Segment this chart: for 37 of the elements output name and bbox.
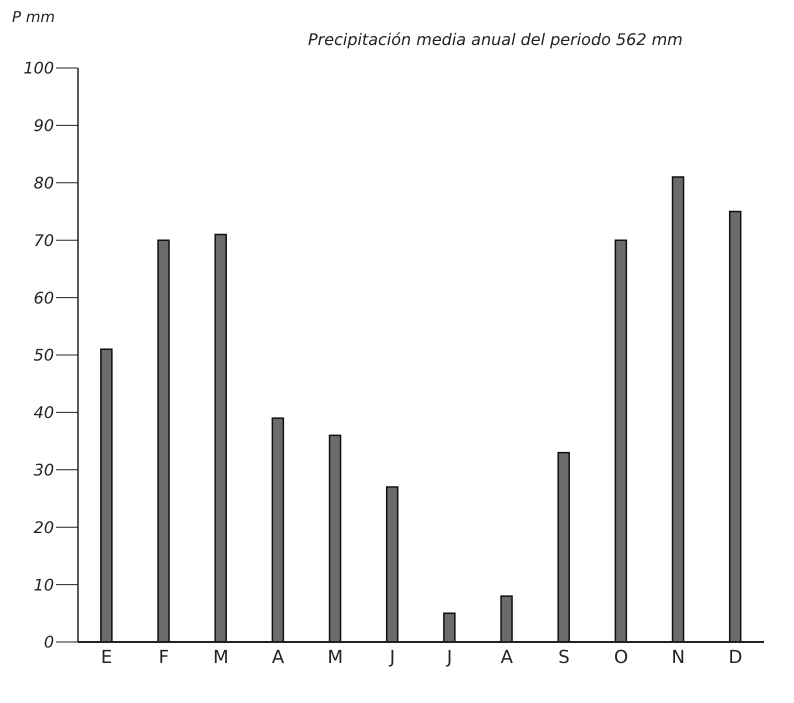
x-tick-label: J [446,646,452,668]
y-tick-label: 70 [34,230,54,250]
bar [614,239,628,642]
bar [214,234,227,642]
x-tick-label: D [728,646,742,668]
bar [672,176,684,642]
bar [443,612,456,642]
x-tick-label: M [327,646,344,668]
x-tick-label: N [672,646,685,668]
y-tick-label: 60 [34,288,54,308]
y-tick-label: 50 [34,346,54,365]
bar [500,595,513,642]
y-tick-label: 100 [23,58,54,78]
x-tick-label: A [272,646,285,668]
x-tick-label: O [614,646,628,668]
x-tick-label: E [100,646,112,668]
y-tick-label: 80 [34,173,54,192]
chart-title: Precipitación media anual del periodo 562 mm [308,30,683,49]
bar [328,434,342,642]
bar [157,239,170,642]
bar [386,486,398,642]
y-tick-label: 0 [44,632,54,652]
bar [100,348,113,642]
y-axis-title: P mm [12,8,56,26]
y-tick-label: 40 [34,403,54,422]
x-tick-label: F [158,646,169,668]
bar [557,452,570,642]
y-tick-label: 90 [34,116,54,136]
bar [272,417,284,642]
y-tick-label: 30 [34,460,54,480]
x-tick-label: S [558,646,570,668]
x-tick-label: J [388,646,396,668]
x-tick-label: M [213,646,229,668]
y-tick-label: 20 [34,518,54,537]
bar [728,210,742,642]
y-tick-label: 10 [34,575,54,594]
x-tick-label: A [500,646,514,668]
